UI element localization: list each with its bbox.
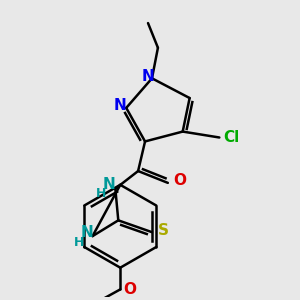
Text: H: H	[74, 236, 84, 248]
Text: N: N	[114, 98, 127, 113]
Text: H: H	[96, 187, 106, 200]
Text: N: N	[80, 225, 93, 240]
Text: N: N	[142, 69, 154, 84]
Text: O: O	[124, 282, 137, 297]
Text: N: N	[103, 177, 116, 192]
Text: O: O	[173, 173, 186, 188]
Text: Cl: Cl	[223, 130, 239, 145]
Text: S: S	[158, 223, 169, 238]
